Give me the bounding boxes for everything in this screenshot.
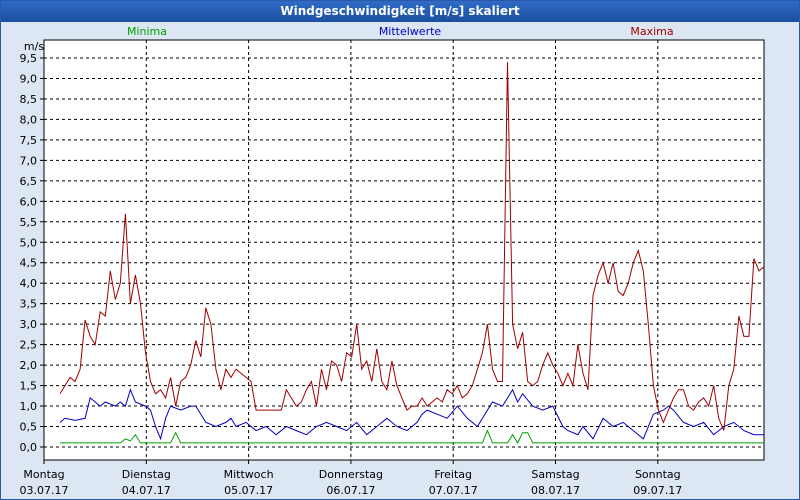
y-tick-label: 2,0 <box>20 359 38 372</box>
y-tick-label: 8,0 <box>20 113 38 126</box>
x-tick-date: 05.07.17 <box>224 484 273 497</box>
y-axis: 0,0 0,5 1,0 1,5 2,0 2,5 3,0 3,5 4,0 4,5 5,0 5,5 6,0 6… <box>20 52 44 454</box>
x-tick-day: Freitag <box>434 468 472 481</box>
x-tick-day: Donnerstag <box>319 468 383 481</box>
y-tick-label: 0,5 <box>20 421 38 434</box>
x-tick-day: Sonntag <box>635 468 681 481</box>
series-line-minima <box>60 429 764 444</box>
x-tick-day: Dienstag <box>122 468 171 481</box>
x-tick-day: Montag <box>23 468 64 481</box>
y-tick-label: 9,0 <box>20 72 38 85</box>
horizontal-gridlines <box>44 57 764 448</box>
x-tick-date: 09.07.17 <box>633 484 682 497</box>
y-tick-label: 9,5 <box>20 52 38 65</box>
y-tick-label: 5,0 <box>20 236 38 249</box>
y-tick-label: 7,0 <box>20 154 38 167</box>
y-tick-label: 2,5 <box>20 339 38 352</box>
y-tick-label: 3,5 <box>20 298 38 311</box>
y-tick-label: 0,0 <box>20 441 38 454</box>
x-axis: Montag 03.07.17 Dienstag 04.07.17 Mittwoch 05… <box>20 460 682 497</box>
x-tick-date: 08.07.17 <box>531 484 580 497</box>
window-title: Windgeschwindigkeit [m/s] skaliert <box>1 1 799 22</box>
legend-minima: Minima <box>127 25 167 38</box>
plot-area <box>43 39 765 461</box>
x-tick-day: Mittwoch <box>224 468 274 481</box>
vertical-gridlines <box>145 40 659 460</box>
series-lines <box>59 62 765 444</box>
y-tick-label: 4,5 <box>20 257 38 270</box>
x-tick-day: Samstag <box>531 468 579 481</box>
x-tick-date: 06.07.17 <box>326 484 375 497</box>
x-tick-date: 07.07.17 <box>429 484 478 497</box>
series-line-mittelwerte <box>59 388 764 441</box>
y-tick-label: 6,5 <box>20 175 38 188</box>
y-tick-label: 1,0 <box>20 400 38 413</box>
x-tick-date: 04.07.17 <box>122 484 171 497</box>
legend-mittelwerte: Mittelwerte <box>379 25 442 38</box>
legend-maxima: Maxima <box>630 25 673 38</box>
y-tick-label: 7,5 <box>20 134 38 147</box>
y-axis-unit: m/s <box>24 40 44 53</box>
legend: Minima Mittelwerte Maxima <box>127 25 674 38</box>
series-line-maxima <box>59 62 765 431</box>
y-tick-label: 8,5 <box>20 93 38 106</box>
y-tick-label: 3,0 <box>20 318 38 331</box>
y-tick-label: 6,0 <box>20 195 38 208</box>
x-tick-date: 03.07.17 <box>20 484 69 497</box>
y-tick-label: 1,5 <box>20 380 38 393</box>
y-tick-label: 5,5 <box>20 216 38 229</box>
y-tick-label: 4,0 <box>20 277 38 290</box>
